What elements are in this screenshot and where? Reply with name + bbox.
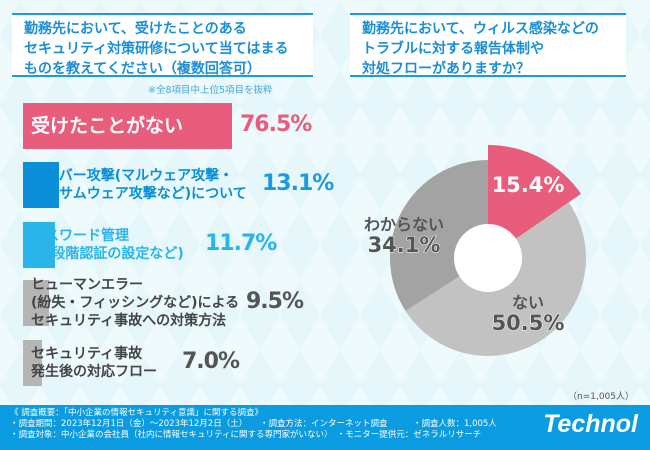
bar-value-label: 7.0% xyxy=(182,349,240,374)
pie-slice xyxy=(488,145,582,258)
donut-hole xyxy=(454,224,522,292)
pie-chart-title: 勤務先において、ウィルス感染などの トラブルに対する報告体制や 対処フローがあり… xyxy=(350,13,626,77)
bar xyxy=(23,340,43,386)
bar-value-label: 76.5% xyxy=(240,112,312,137)
sample-size: （n=1,005人） xyxy=(567,392,634,402)
bar xyxy=(23,103,232,149)
bar-value-label: 13.1% xyxy=(262,171,334,196)
bar-label: パスワード管理 (二段階認証の設定など) xyxy=(31,228,184,262)
bar xyxy=(23,222,55,268)
bar xyxy=(23,280,49,326)
bar-value-label: 11.7% xyxy=(205,231,277,256)
footer-line: 《 調査概要：「中小企業の情報セキュリティ意識」に関する調査》 xyxy=(10,408,263,418)
pie-category-label: わからない xyxy=(364,215,444,234)
survey-footer: 《 調査概要：「中小企業の情報セキュリティ意識」に関する調査》 ・調査期間：20… xyxy=(0,405,650,450)
pie-value-label: 34.1% xyxy=(368,233,441,257)
footer-line: ・調査期間：2023年12月1日（金）〜2023年12月2日（土） ・調査方法：… xyxy=(10,419,497,429)
pie-category-label: ある xyxy=(512,155,544,174)
bar-label: ヒューマンエラー (紛失・フィッシングなど)による セキュリティ事故への対策方法 xyxy=(31,277,240,329)
bar-label: 受けたことがない xyxy=(31,115,184,137)
pie-value-label: 50.5% xyxy=(492,311,565,335)
bar-label: セキュリティ事故 発生後の対応フロー xyxy=(31,346,157,380)
footer-line: ・調査対象：中小企業の会社員（社内に情報セキュリティに関する専門家がいない） ・… xyxy=(10,430,482,440)
bar-chart-note: ※全8項目中上位5項目を抜粋 xyxy=(148,85,273,96)
bar xyxy=(23,162,59,208)
pie-category-label: ない xyxy=(512,293,544,312)
bar-chart-title: 勤務先において、受けたことのある セキュリティ対策研修について当てはまる ものを… xyxy=(12,13,313,77)
pie-value-label: 15.4% xyxy=(492,173,565,197)
bar-value-label: 9.5% xyxy=(246,289,304,314)
technol-logo: Technol xyxy=(543,410,638,438)
bar-label: サイバー攻撃(マルウェア攻撃・ ランサムウェア攻撃など)について xyxy=(31,168,247,202)
